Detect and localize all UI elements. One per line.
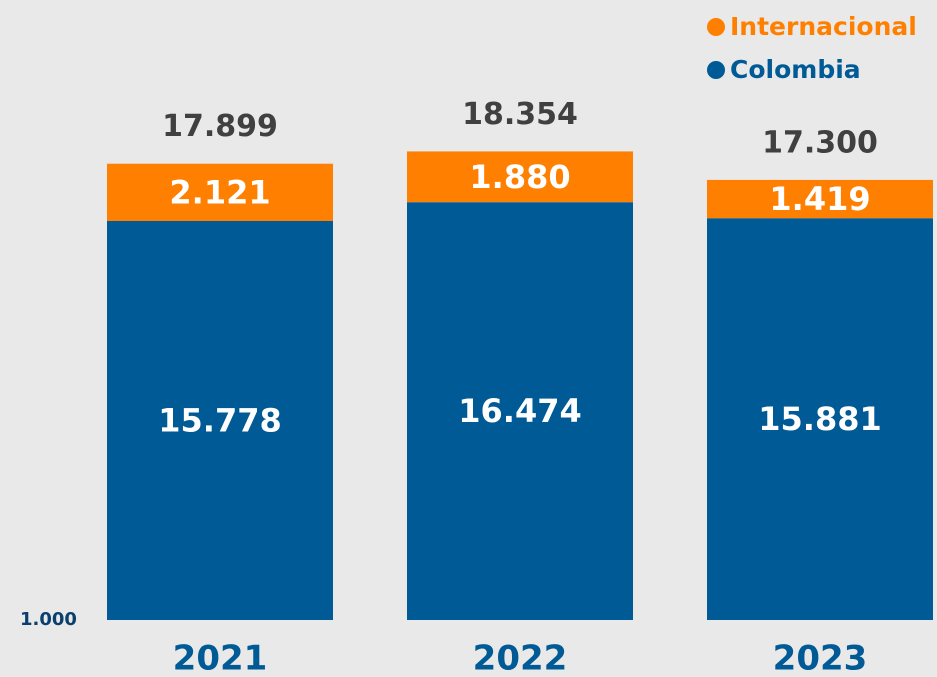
- legend-label: Colombia: [730, 55, 861, 84]
- total-label: 18.354: [462, 97, 578, 132]
- x-tick-label: 2021: [173, 639, 268, 677]
- bar-value-label: 15.881: [758, 400, 881, 438]
- bar-segment: [407, 202, 633, 620]
- bar-segment: [107, 163, 333, 221]
- y-tick-label: 1.000: [20, 609, 77, 630]
- legend-label: Internacional: [730, 12, 917, 41]
- total-label: 17.899: [162, 109, 278, 144]
- total-label: 17.300: [762, 125, 878, 160]
- bar-value-label: 2.121: [169, 173, 270, 211]
- bar-value-label: 1.880: [469, 158, 570, 196]
- x-tick-label: 2023: [773, 639, 868, 677]
- bar-segment: [407, 151, 633, 203]
- bar-segment: [107, 220, 333, 620]
- bar-value-label: 1.419: [769, 180, 870, 218]
- x-tick-label: 2022: [473, 639, 568, 677]
- bar-value-label: 15.778: [158, 401, 281, 439]
- legend-swatch: [707, 18, 725, 36]
- bar-value-label: 16.474: [458, 392, 581, 430]
- legend-swatch: [707, 61, 725, 79]
- bar-segment: [707, 179, 933, 219]
- bar-segment: [707, 218, 933, 620]
